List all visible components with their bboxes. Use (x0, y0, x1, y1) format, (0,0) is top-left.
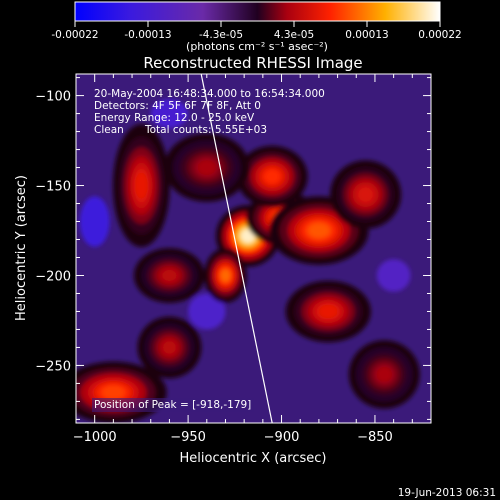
x-axis-label: Heliocentric X (arcsec) (180, 451, 327, 466)
heatmap-contour (197, 160, 216, 175)
colorbar-ticks (74, 21, 441, 27)
heatmap-source (137, 316, 202, 379)
peak-position-label: Position of Peak = [-918,-179] (94, 399, 251, 411)
x-axis-ticks: −1000 −950 −900 −850 (73, 74, 413, 445)
colorbar-tick-label: -0.00013 (124, 29, 171, 41)
y-axis-ticks: −100 −150 −200 −250 (35, 77, 431, 420)
heatmap-source (330, 160, 402, 229)
heatmap-contour (264, 170, 280, 183)
x-tick-label: −950 (170, 430, 206, 445)
heatmap-source (269, 196, 369, 265)
chart-title: Reconstructed RHESSI Image (143, 54, 362, 72)
heatmap-contour (358, 187, 374, 202)
heatmap-contour (162, 341, 177, 354)
heatmap-contour (221, 269, 230, 282)
peak-label-backdrop (92, 398, 254, 412)
y-tick-label: −100 (35, 90, 71, 105)
heatmap-contour (376, 367, 392, 382)
info-energy-range: Energy Range: 12.0 - 25.0 keV (94, 112, 255, 124)
heatmap-contour (308, 223, 330, 238)
x-tick-label: −850 (357, 430, 393, 445)
colorbar (74, 1, 441, 22)
heatmap-source (133, 248, 205, 303)
info-detectors: Detectors: 4F 5F 6F 7F 8F, Att 0 (94, 100, 261, 112)
info-total-counts: Total counts: 5.55E+03 (144, 124, 267, 136)
heatmap-low-patch (376, 259, 411, 292)
heatmap-contour (319, 305, 338, 318)
heatmap-low-patch (150, 99, 189, 128)
x-tick-label: −900 (264, 430, 300, 445)
x-tick-label: −1000 (73, 430, 117, 445)
footer-timestamp: 19-Jun-2013 06:31 (398, 487, 496, 499)
y-tick-label: −200 (35, 269, 71, 284)
info-algorithm: Clean (94, 124, 124, 136)
heatmap-low-patch (79, 196, 110, 247)
heatmap-low-patch (188, 293, 226, 330)
heatmap-source (236, 145, 308, 208)
heatmap-source (285, 280, 371, 343)
solar-limb-line (200, 74, 273, 423)
colorbar-tick-labels: -0.00022 -0.00013 -4.3e-05 4.3e-05 0.00013 0.… (51, 29, 461, 41)
heatmap-source (348, 340, 420, 409)
y-tick-label: −250 (35, 359, 71, 374)
heatmap-source (112, 124, 170, 248)
colorbar-tick-label: 0.00013 (345, 29, 388, 41)
heatmap-source (164, 133, 250, 202)
colorbar-tick-label: -4.3e-05 (199, 29, 243, 41)
colorbar-tick-label: 0.00022 (418, 29, 461, 41)
plot-frame (75, 73, 432, 424)
y-axis-label: Heliocentric Y (arcsec) (14, 175, 29, 321)
colorbar-tick-label: 4.3e-05 (274, 29, 314, 41)
heatmap-contour (102, 386, 125, 399)
colorbar-unit-label: (photons cm⁻² s⁻¹ asec⁻²) (186, 40, 328, 53)
heatmap-image (76, 99, 420, 423)
heatmap-contour (135, 172, 148, 199)
colorbar-tick-label: -0.00022 (51, 29, 98, 41)
info-time-range: 20-May-2004 16:48:34.000 to 16:54:34.000 (94, 88, 325, 100)
heatmap-contour (241, 229, 255, 243)
y-tick-label: −150 (35, 180, 71, 195)
heatmap-contour (162, 269, 177, 282)
heatmap-source (204, 248, 247, 303)
